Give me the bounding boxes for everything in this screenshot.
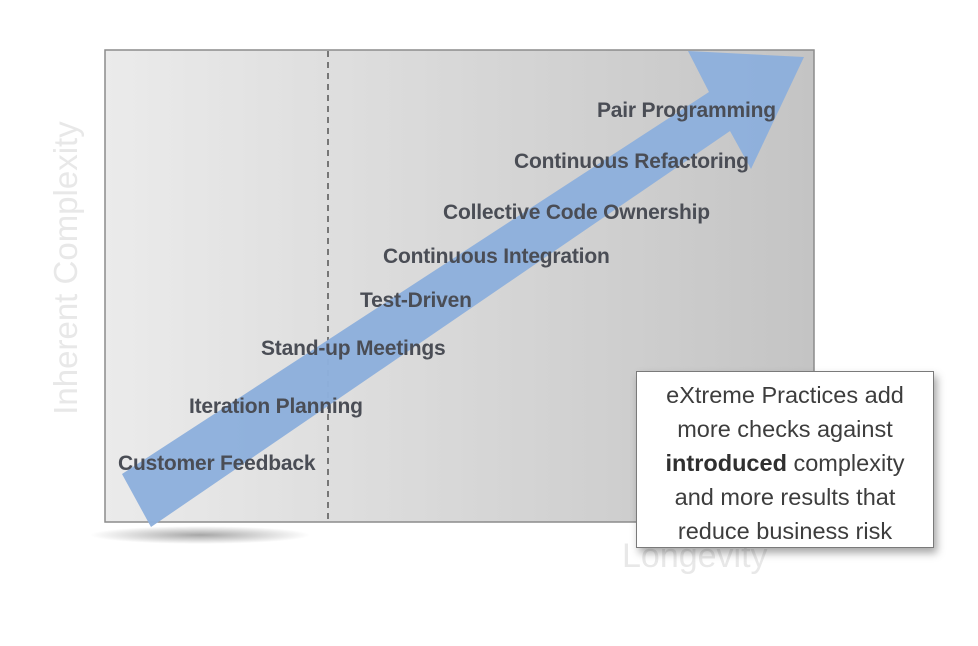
practice-label: Collective Code Ownership	[443, 201, 710, 224]
y-axis-label: Inherent Complexity	[47, 121, 84, 415]
practice-label: Continuous Refactoring	[514, 150, 749, 173]
callout-line: and more results that	[674, 484, 896, 510]
callout-emphasis: introduced	[665, 450, 787, 476]
callout-line: introduced complexity	[637, 446, 933, 480]
panel-shadow	[90, 526, 310, 544]
practice-label: Pair Programming	[597, 99, 776, 122]
practice-label: Customer Feedback	[118, 452, 316, 475]
callout-line: eXtreme Practices add	[666, 382, 904, 408]
callout-line: reduce business risk	[677, 518, 893, 544]
practice-label: Iteration Planning	[189, 395, 363, 418]
callout-text: complexity	[786, 450, 905, 476]
practice-label: Continuous Integration	[383, 245, 610, 268]
callout-line: more checks against	[677, 416, 893, 442]
callout-box: eXtreme Practices add more checks agains…	[636, 371, 934, 548]
growth-arrow	[122, 51, 804, 527]
practice-label: Test-Driven	[360, 289, 472, 312]
practice-label: Stand-up Meetings	[261, 337, 446, 360]
